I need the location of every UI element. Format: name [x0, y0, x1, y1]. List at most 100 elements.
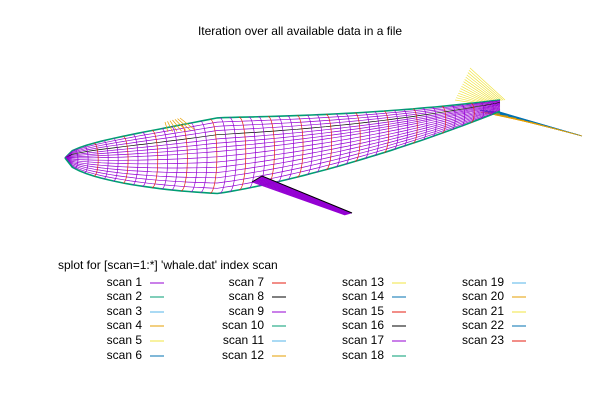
flipper-edge [251, 175, 353, 214]
body-line [64, 105, 501, 161]
dorsal-fin [179, 117, 196, 131]
legend-label: scan 16 [342, 318, 384, 332]
cross-section [480, 101, 485, 120]
tail-fin [467, 72, 502, 101]
cross-section [161, 128, 168, 190]
body-line [64, 110, 501, 189]
legend-label: scan 6 [107, 348, 143, 362]
cross-section [103, 140, 109, 180]
cross-section [287, 115, 294, 180]
legend-label: scan 17 [342, 333, 384, 347]
cross-section [432, 106, 437, 137]
cross-section [490, 100, 494, 116]
legend-label: scan 19 [462, 275, 504, 289]
body-line [64, 102, 501, 159]
cross-section [393, 110, 399, 150]
cross-section [151, 130, 159, 188]
tail-fin [461, 85, 491, 103]
legend-label: scan 8 [229, 289, 265, 303]
legend-label: scan 15 [342, 304, 384, 318]
cross-section [296, 115, 304, 178]
cross-section [238, 116, 247, 191]
cross-section [248, 116, 256, 189]
cross-section [113, 138, 119, 182]
cross-section [122, 135, 129, 184]
cross-section [412, 108, 418, 144]
cross-section [383, 110, 390, 153]
cross-section [422, 107, 428, 141]
cross-section [93, 142, 99, 177]
body-line [64, 108, 501, 179]
cross-section [461, 103, 466, 127]
cross-section [171, 126, 178, 191]
cross-section [325, 114, 332, 170]
dorsal-fin [172, 119, 182, 132]
dorsal-fin [164, 121, 169, 133]
body-line [64, 106, 501, 165]
legend-label: scan 13 [342, 275, 384, 289]
cross-section [441, 105, 447, 134]
cross-section [209, 118, 218, 194]
whale-wireframe [64, 67, 583, 216]
cross-section [277, 115, 285, 183]
cross-section [142, 132, 149, 187]
tail-fin [462, 83, 493, 103]
cross-section [345, 113, 352, 165]
tail-fin [463, 81, 495, 103]
tail-fin [464, 79, 497, 102]
body-line [64, 110, 501, 195]
legend-label: scan 21 [462, 304, 504, 318]
chart-title: Iteration over all available data in a f… [198, 24, 402, 38]
tail-fin [459, 90, 488, 104]
tail-fin [466, 74, 500, 102]
cross-section [190, 122, 198, 193]
body-line [64, 104, 501, 159]
cross-section [84, 145, 89, 174]
dorsal-fin [169, 120, 178, 132]
body-line [64, 99, 501, 159]
legend-label: scan 1 [107, 275, 143, 289]
cross-section [374, 111, 380, 156]
cross-section [200, 120, 208, 193]
cross-section [306, 114, 313, 176]
cross-section [364, 111, 371, 159]
legend-title: splot for [scan=1:*] 'whale.dat' index s… [58, 258, 278, 272]
cross-section [132, 133, 139, 186]
legend-label: scan 18 [342, 348, 384, 362]
legend-label: scan 4 [107, 318, 143, 332]
legend-label: scan 20 [462, 289, 504, 303]
dorsal-fin [167, 121, 173, 132]
dorsal-fin [174, 119, 187, 131]
tail-fin [468, 70, 504, 101]
legend-label: scan 12 [222, 348, 264, 362]
legend-label: scan 23 [462, 333, 504, 347]
body-line [65, 104, 501, 159]
legend-label: scan 2 [107, 289, 143, 303]
legend-label: scan 7 [229, 275, 265, 289]
legend-label: scan 9 [229, 304, 265, 318]
cross-section [74, 149, 79, 169]
dorsal-fin [177, 118, 191, 131]
legend-label: scan 5 [107, 333, 143, 347]
legend-label: scan 14 [342, 289, 384, 303]
cross-section [335, 113, 342, 168]
tail-fin [469, 67, 506, 101]
tail-fin [460, 88, 490, 103]
cross-section [180, 124, 188, 192]
legend-label: scan 3 [107, 304, 143, 318]
tail-fin [465, 76, 499, 102]
legend-label: scan 22 [462, 318, 504, 332]
cross-section [470, 102, 475, 123]
legend-label: scan 11 [223, 333, 264, 347]
body-line [64, 100, 501, 159]
cross-section [403, 109, 409, 147]
cross-section [316, 114, 323, 173]
cross-section [354, 112, 361, 162]
cross-section [229, 117, 237, 192]
legend-label: scan 10 [222, 318, 264, 332]
body-line [64, 100, 501, 159]
tail-fin [529, 121, 583, 137]
cross-section [219, 117, 227, 194]
cross-section [451, 104, 456, 130]
